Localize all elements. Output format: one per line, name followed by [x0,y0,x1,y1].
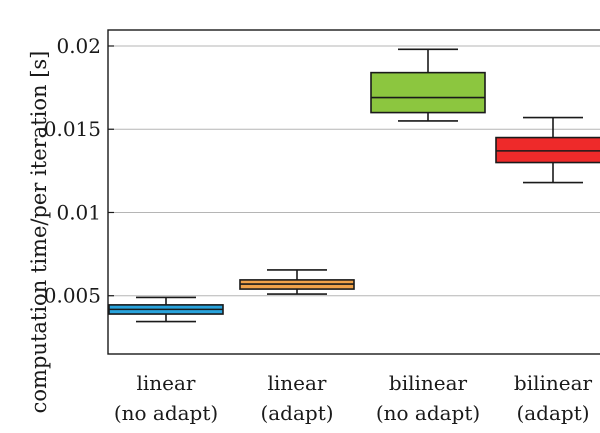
y-tick-label: 0.01 [56,200,101,224]
y-tick-label: 0.005 [44,284,101,308]
box-2 [239,269,355,295]
plot-frame [107,29,600,355]
grid-lines [108,45,600,297]
box-3 [370,48,486,122]
x-tick-label-line1: linear [137,371,196,395]
y-axis-label: computation time/per iteration [s] [27,51,51,414]
x-tick-label-line1: bilinear [514,371,593,395]
box-body [370,71,486,114]
x-tick-label-line2: (adapt) [516,401,589,425]
box-series [108,48,600,323]
x-tick-label-line2: (adapt) [260,401,333,425]
y-tick-label: 0.015 [44,117,101,141]
x-axis-labels: linear (no adapt) linear (adapt) bilinear (no… [114,371,593,425]
x-tick-label-line1: bilinear [389,371,468,395]
box-1 [108,296,224,323]
x-tick-label-line2: (no adapt) [376,401,480,425]
x-tick-label-line1: linear [268,371,327,395]
y-tick-label: 0.02 [56,34,101,58]
box-4 [495,116,600,184]
x-tick-label-line2: (no adapt) [114,401,218,425]
y-axis-ticks: 0.005 0.01 0.015 0.02 [44,34,114,308]
box-body [495,136,600,164]
